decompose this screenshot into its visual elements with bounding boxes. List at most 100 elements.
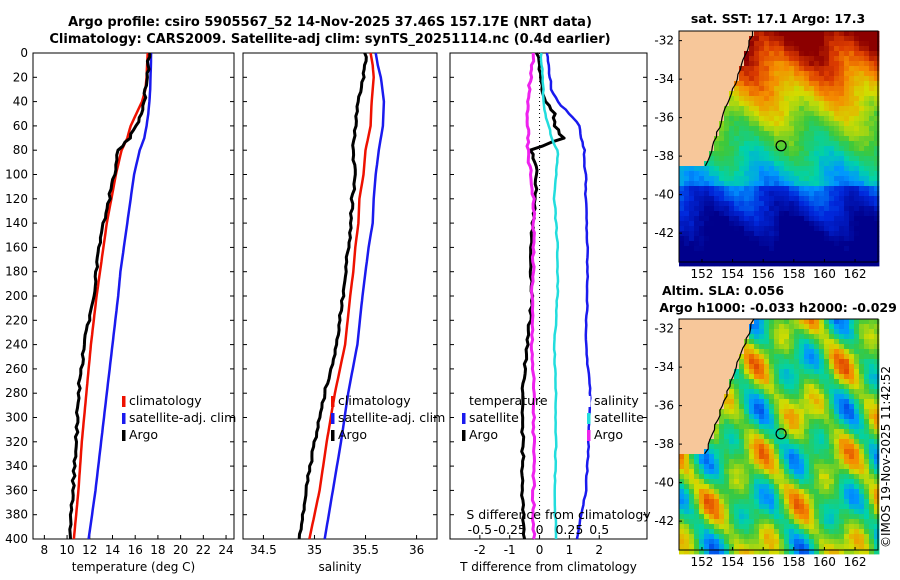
salinity-legend-label: Argo	[338, 427, 367, 442]
sst-map-cell	[699, 31, 705, 37]
sst-map-cell	[859, 156, 865, 162]
sst-map-cell	[709, 256, 715, 262]
sst-map-cell	[869, 56, 875, 62]
sla-map-cell	[789, 369, 795, 375]
sst-map-cell	[859, 66, 865, 72]
sla-map-cell	[729, 494, 735, 500]
sla-map-cell	[749, 414, 755, 420]
sla-map-cell	[794, 329, 800, 335]
sst-map-cell	[724, 231, 730, 237]
sla-map-cell	[779, 394, 785, 400]
sla-map-cell	[759, 344, 765, 350]
sst-map-cell	[684, 226, 690, 232]
sla-map-cell	[779, 409, 785, 415]
sla-map-cell	[779, 354, 785, 360]
sla-map-cell	[694, 469, 700, 475]
sst-map-cell	[839, 191, 845, 197]
sst-map-cell	[839, 231, 845, 237]
sst-map-cell	[689, 231, 695, 237]
sla-map-cell	[689, 409, 695, 415]
sst-map-cell	[844, 166, 850, 172]
sla-map-cell	[839, 469, 845, 475]
sst-map-cell	[854, 126, 860, 132]
sst-map-cell	[769, 191, 775, 197]
sst-map-cell	[704, 251, 710, 257]
sla-map-cell	[854, 434, 860, 440]
sst-map-cell	[679, 101, 685, 107]
sst-map-cell	[734, 151, 740, 157]
depth-tick-label: 400	[5, 532, 28, 546]
sst-map-cell	[769, 86, 775, 92]
sla-map-cell	[814, 529, 820, 535]
sla-map-cell	[744, 369, 750, 375]
sla-map-cell	[759, 374, 765, 380]
sst-map-cell	[849, 106, 855, 112]
sst-map-cell	[719, 121, 725, 127]
sst-map-cell	[809, 196, 815, 202]
sst-map-cell	[864, 211, 870, 217]
sst-map-cell	[869, 76, 875, 82]
sst-map-cell	[699, 156, 705, 162]
sla-map-cell	[779, 399, 785, 405]
sst-map-cell	[849, 81, 855, 87]
sst-map-cell	[799, 256, 805, 262]
sla-map-cell	[784, 499, 790, 505]
sst-map-cell	[804, 186, 810, 192]
sla-map-cell	[684, 439, 690, 445]
sla-map-cell	[769, 459, 775, 465]
sst-map-cell	[789, 156, 795, 162]
sst-map-cell	[684, 116, 690, 122]
sst-map-cell	[869, 121, 875, 127]
sla-map-cell	[819, 324, 825, 330]
sla-map-cell	[829, 459, 835, 465]
sla-map-cell	[719, 454, 725, 460]
sst-map-cell	[709, 111, 715, 117]
sla-map-cell	[839, 414, 845, 420]
sla-map-cell	[689, 379, 695, 385]
sst-map-cell	[844, 146, 850, 152]
sst-map-cell	[759, 171, 765, 177]
sla-map-cell	[749, 504, 755, 510]
sla-map-cell	[724, 464, 730, 470]
sst-map-cell	[719, 251, 725, 257]
sst-map-cell	[869, 151, 875, 157]
sla-map-cell	[749, 334, 755, 340]
sla-map-cell	[709, 509, 715, 515]
sst-map-cell	[844, 211, 850, 217]
sst-map-cell	[734, 61, 740, 67]
sla-map-cell	[874, 424, 880, 430]
sla-map-cell	[804, 499, 810, 505]
sla-map-cell	[874, 414, 880, 420]
sla-map-cell	[709, 549, 715, 555]
sst-map-cell	[679, 171, 685, 177]
sla-map-cell	[819, 319, 825, 325]
sla-map-cell	[854, 399, 860, 405]
sla-map-cell	[739, 509, 745, 515]
sst-map-cell	[839, 61, 845, 67]
sst-map-cell	[814, 241, 820, 247]
sst-map-cell	[804, 136, 810, 142]
sst-map-cell	[734, 41, 740, 47]
sla-map-cell	[704, 464, 710, 470]
sla-map-cell	[799, 374, 805, 380]
sla-map-cell	[744, 464, 750, 470]
sst-map-cell	[709, 201, 715, 207]
sla-map-cell	[829, 454, 835, 460]
sst-map-cell	[714, 256, 720, 262]
sst-map-cell	[769, 126, 775, 132]
sst-map-cell	[759, 131, 765, 137]
sla-map-cell	[734, 434, 740, 440]
sst-map-cell	[844, 241, 850, 247]
sla-map-cell	[714, 499, 720, 505]
sst-map-cell	[844, 31, 850, 37]
sst-map-cell	[684, 211, 690, 217]
sla-map-cell	[854, 459, 860, 465]
sst-map-cell	[819, 41, 825, 47]
sla-map-cell	[704, 374, 710, 380]
sla-map-cell	[864, 539, 870, 545]
sla-map-cell	[799, 359, 805, 365]
sst-map-cell	[734, 131, 740, 137]
sst-map-cell	[734, 226, 740, 232]
sst-map-cell	[844, 36, 850, 42]
sst-map-cell	[809, 91, 815, 97]
